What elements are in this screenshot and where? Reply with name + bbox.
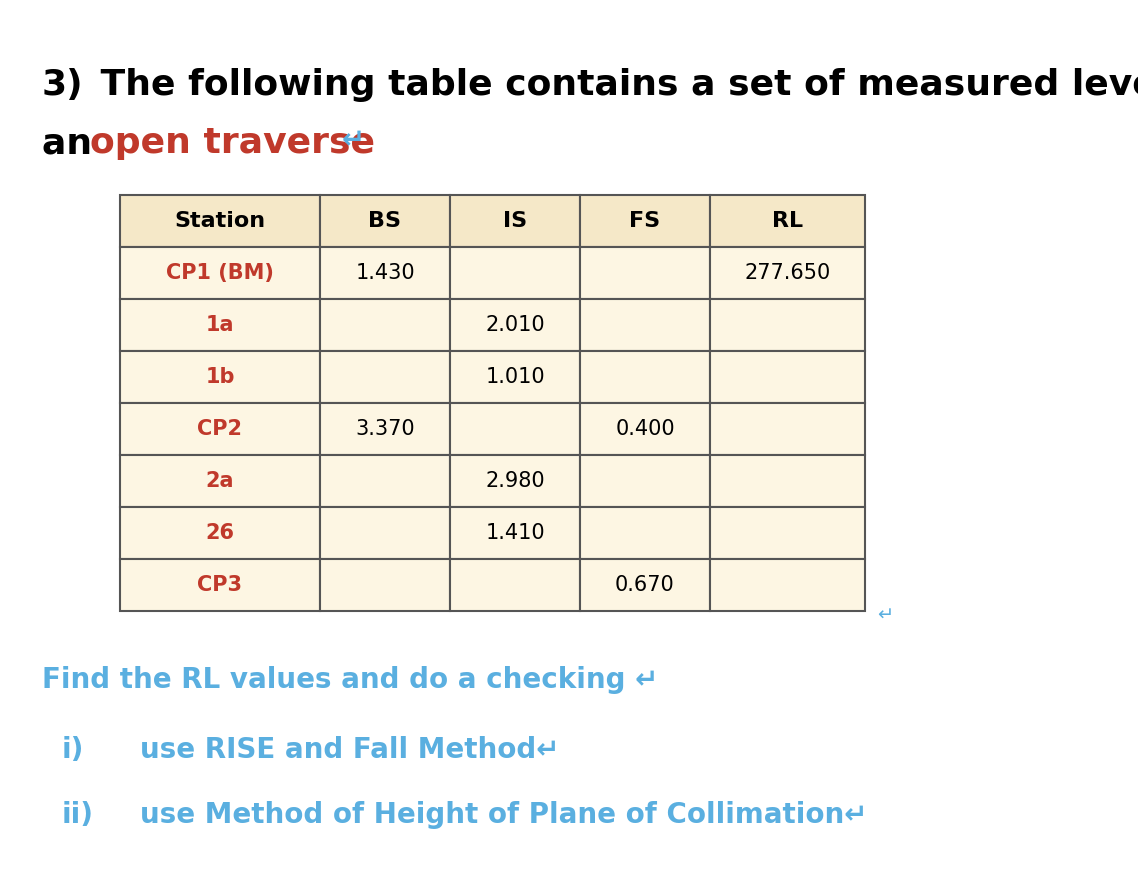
Text: Station: Station	[174, 211, 265, 231]
Text: ↵: ↵	[877, 606, 893, 625]
Text: 1.410: 1.410	[485, 523, 545, 543]
Text: 277.650: 277.650	[744, 263, 831, 283]
Text: 3.370: 3.370	[355, 419, 415, 439]
Text: an: an	[42, 126, 105, 160]
Text: Find the RL values and do a checking ↵: Find the RL values and do a checking ↵	[42, 666, 659, 694]
Text: 1.010: 1.010	[485, 367, 545, 387]
Text: CP1 (BM): CP1 (BM)	[166, 263, 274, 283]
Text: IS: IS	[503, 211, 527, 231]
Text: i): i)	[61, 736, 84, 764]
Text: open traverse: open traverse	[90, 126, 376, 160]
Text: 1.430: 1.430	[355, 263, 415, 283]
Text: RL: RL	[772, 211, 803, 231]
Text: CP3: CP3	[198, 575, 242, 595]
Text: CP2: CP2	[198, 419, 242, 439]
Text: 3): 3)	[42, 68, 83, 102]
Text: FS: FS	[629, 211, 660, 231]
Text: use Method of Height of Plane of Collimation↵: use Method of Height of Plane of Collima…	[140, 801, 867, 829]
Text: 0.400: 0.400	[616, 419, 675, 439]
Text: use RISE and Fall Method↵: use RISE and Fall Method↵	[140, 736, 560, 764]
Text: 2.010: 2.010	[485, 315, 545, 335]
Text: 2.980: 2.980	[485, 471, 545, 491]
Text: ii): ii)	[61, 801, 94, 829]
Text: 2a: 2a	[206, 471, 234, 491]
Text: 0.670: 0.670	[616, 575, 675, 595]
Text: 1b: 1b	[205, 367, 234, 387]
Text: BS: BS	[369, 211, 402, 231]
Text: 1a: 1a	[206, 315, 234, 335]
Text: 26: 26	[206, 523, 234, 543]
Text: ↵: ↵	[343, 126, 365, 154]
Text: The following table contains a set of measured levels for: The following table contains a set of me…	[88, 68, 1138, 102]
